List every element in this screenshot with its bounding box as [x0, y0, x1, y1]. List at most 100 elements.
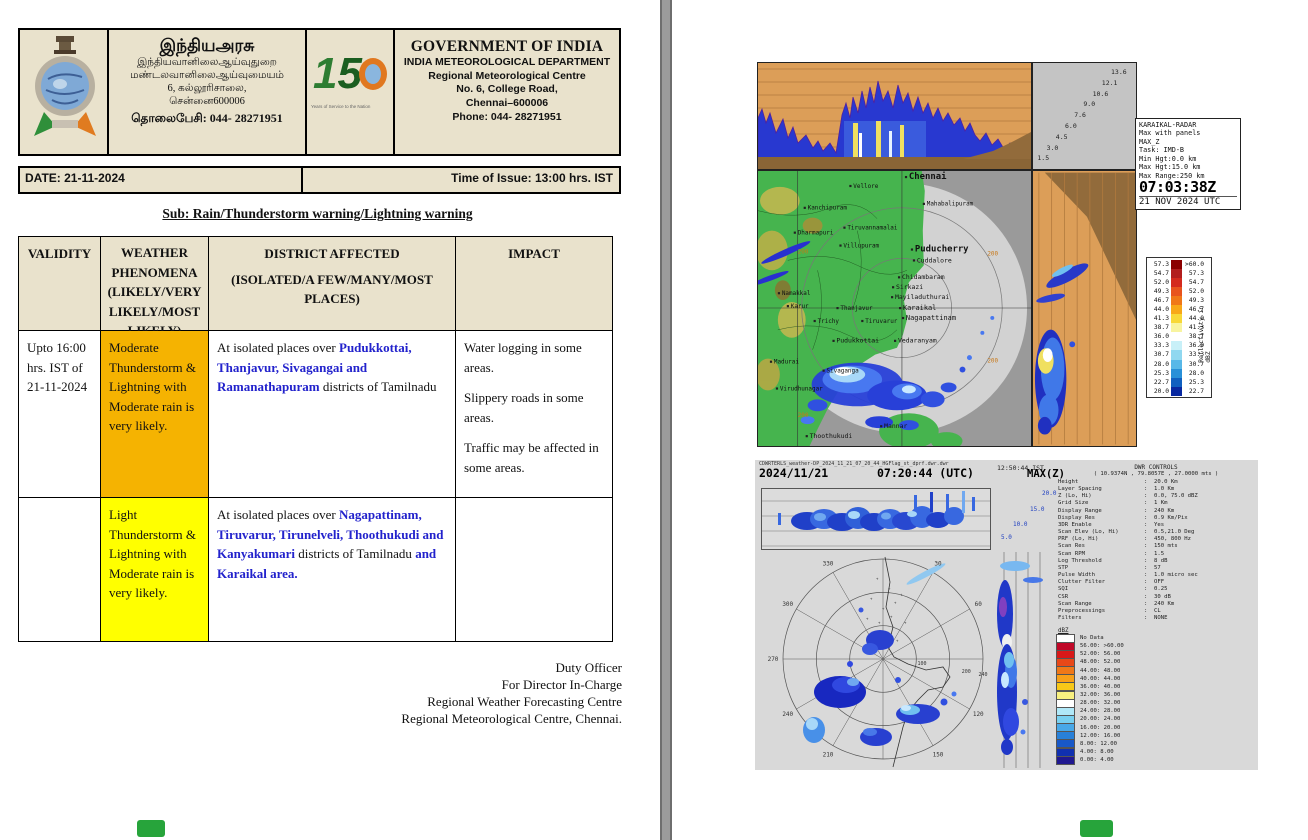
- page-divider: [660, 0, 672, 840]
- tamil-address-block: இந்தியஅரசு இந்தியவானிலைஆய்வுதுறை மண்டலவான…: [109, 30, 307, 154]
- city-dot: [803, 206, 806, 209]
- city-label: Mannar: [884, 422, 907, 430]
- legend-row: 41.3 44.0: [1149, 314, 1210, 324]
- city-label: Madurai: [774, 359, 799, 366]
- dbz-legend-title: dBZ: [1058, 628, 1069, 634]
- city-label: Vellore: [853, 183, 878, 190]
- range-ring-label: 200: [798, 412, 809, 419]
- english-address-block: GOVERNMENT OF INDIA INDIA METEOROLOGICAL…: [395, 30, 619, 154]
- city-dot: [822, 369, 825, 372]
- legend-left-value: 44.0: [1153, 306, 1169, 314]
- radar-info-line: Min Hgt:0.0 km: [1139, 154, 1197, 163]
- station-mark: +: [904, 620, 907, 625]
- city-label: Puducherry: [915, 244, 969, 254]
- legend-swatch: [1171, 260, 1182, 270]
- dbz-legend-row: 52.00: 56.00: [1056, 649, 1188, 659]
- station-mark: +: [900, 592, 903, 597]
- legend-swatch: [1171, 350, 1182, 360]
- dbz-swatch: [1056, 755, 1075, 765]
- legend-row: 30.7 33.3: [1149, 350, 1210, 360]
- dbz-legend-row: 24.00: 28.00: [1056, 706, 1188, 716]
- land: [758, 171, 925, 446]
- impact-cell-row1: Water logging in some areas. Slippery roa…: [456, 331, 613, 498]
- legend-row: 22.7 25.3: [1149, 377, 1210, 387]
- overlay-badge-right[interactable]: [1080, 820, 1113, 837]
- parameter-name: SQI: [1058, 586, 1069, 593]
- dbz-range-label: 32.00: 36.00: [1080, 692, 1121, 699]
- legend-right-value: 41.3: [1188, 324, 1204, 332]
- legend-left-value: 49.3: [1153, 288, 1169, 296]
- city-dot: [897, 276, 901, 279]
- ring-range-label: 100: [917, 661, 926, 667]
- station-mark: +: [888, 586, 891, 591]
- imd-150-logo: 15 Years of Service to the Nation: [307, 30, 395, 154]
- reflectivity-legend: 57.3 >60.0 54.7 57.3 52.0 54.7 49.3 52.0 46.7 49.…: [1146, 257, 1212, 398]
- impact-item: Slippery roads in some areas.: [464, 390, 584, 425]
- parameter-colon: :: [1144, 529, 1148, 536]
- tamil-address-line: 6, கல்லூரிசாலை,: [167, 82, 247, 94]
- legend-swatch: [1171, 386, 1182, 396]
- city-label: Tiruvarur: [865, 318, 898, 325]
- phenomena-cell-row2: Light Thunderstorm & Lightning with Mode…: [101, 498, 209, 642]
- parameter-value: 1.0 Km: [1154, 486, 1175, 493]
- parameter-value: 8 dB: [1154, 557, 1168, 564]
- parameter-value: 450, 800 Hz: [1154, 536, 1192, 543]
- dbz-range-label: 8.00: 12.00: [1080, 740, 1118, 747]
- city-dot: [786, 305, 789, 308]
- impact-item: Traffic may be affected in some areas.: [464, 440, 599, 475]
- echoes: [997, 561, 1043, 755]
- parameter-name: PRF (Lo, Hi): [1058, 536, 1099, 543]
- district-name-em: Nagapattinam, Tiruvarur, Tirunelveli, Th…: [217, 507, 444, 561]
- echoes: [1034, 263, 1089, 435]
- parameter-name: Scan Range: [1058, 600, 1092, 607]
- city-dot: [775, 387, 779, 390]
- radar-bottom-crosssection: [761, 488, 991, 550]
- dbz-legend-row: 32.00: 36.00: [1056, 690, 1188, 700]
- parameter-name: CSR: [1058, 593, 1069, 600]
- ppi-spoke: [882, 658, 934, 746]
- parameter-name: Z (Lo, Hi): [1058, 493, 1092, 500]
- legend-swatch: [1171, 368, 1182, 378]
- height-label: 10.0: [1013, 521, 1028, 528]
- col-header-validity: VALIDITY: [19, 237, 101, 331]
- parameter-value: 150 mts: [1154, 543, 1178, 550]
- city-label: Sirkazi: [896, 283, 923, 291]
- ring-range-label: 240: [979, 672, 988, 678]
- parameter-row: Scan Res:150 mts: [1058, 543, 1254, 550]
- legend-right-value: 25.3: [1188, 378, 1204, 386]
- parameter-row: SQI:0.25: [1058, 586, 1254, 593]
- dbz-legend-row: 48.00: 52.00: [1056, 658, 1188, 667]
- station-mark: +: [866, 616, 869, 621]
- impact-cell-row2: [456, 498, 613, 642]
- station-mark: +: [878, 620, 881, 625]
- dbz-legend-row: 16.00: 20.00: [1056, 723, 1188, 733]
- district-text: At isolated places over: [217, 507, 340, 522]
- legend-left-value: 36.0: [1153, 333, 1169, 341]
- radar-bottom-ist: 12:50:44 IST: [997, 464, 1044, 472]
- col-header-district: DISTRICT AFFECTED (ISOLATED/A FEW/MANY/M…: [209, 237, 456, 331]
- radar-bottom-utc: 07:20:44 (UTC): [877, 466, 974, 480]
- legend-right-value: >60.0: [1185, 261, 1204, 269]
- city-label: Chennai: [909, 171, 947, 182]
- radar-bottom-ppi: ++++++++++++: [768, 556, 988, 768]
- compass-label: 300: [782, 601, 793, 608]
- city-dot: [805, 435, 808, 438]
- radar-date: 21 NOV 2024 UTC: [1139, 196, 1237, 207]
- city-dot: [769, 360, 773, 363]
- station-mark: +: [882, 606, 885, 611]
- legend-row: 36.0 38.7: [1149, 332, 1210, 342]
- legend-right-value: 22.7: [1188, 387, 1204, 395]
- logo-digit-0-globe: [359, 58, 387, 90]
- parameter-value: 0.0, 75.0 dBZ: [1154, 493, 1198, 500]
- legend-right-value: 36.0: [1188, 342, 1204, 350]
- range-ring-label: 200: [987, 358, 998, 365]
- legend-swatch: [1171, 296, 1182, 306]
- overlay-badge-left[interactable]: [137, 820, 165, 837]
- radar-parameters-panel: DWR CONTROLS ( 10.9374N , 79.8057E , 27.…: [1058, 464, 1254, 626]
- parameter-row: Clutter Filter: OFF: [1058, 579, 1254, 586]
- legend-swatch: [1171, 359, 1182, 369]
- city-dot: [912, 259, 916, 262]
- city-dot: [922, 202, 925, 205]
- city-dot: [898, 307, 902, 310]
- radar-info-line: Task: IMD-B: [1139, 146, 1185, 155]
